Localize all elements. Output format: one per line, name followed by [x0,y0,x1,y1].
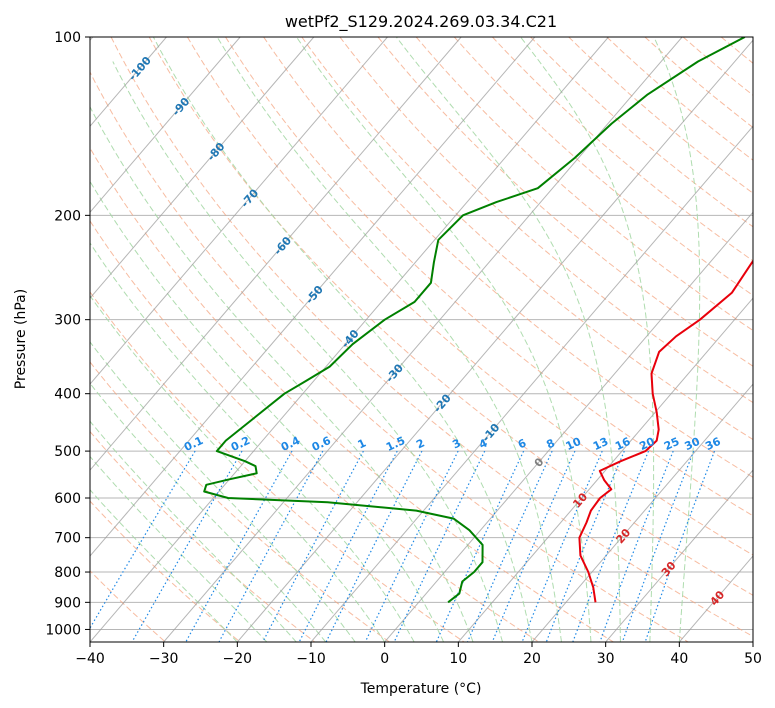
y-axis-label: Pressure (hPa) [13,289,29,389]
mixing-ratio-label: 36 [703,435,723,453]
dry-adiabat [110,37,753,638]
y-tick-label: 300 [54,313,81,329]
mixing-ratio-label: 25 [662,435,681,453]
y-tick-label: 800 [54,565,81,581]
temperature-line [578,259,753,603]
x-tick-label: −10 [296,651,326,667]
y-tick-label: 700 [54,531,81,547]
moist-adiabat [90,382,327,642]
dewpoint-line [203,37,746,604]
dry-adiabat [530,37,753,228]
isotherm-line [531,383,753,642]
mixing-ratio-line [545,450,625,642]
dry-adiabat [90,147,614,642]
dry-adiabat [90,71,689,642]
x-tick-label: −20 [223,651,253,667]
isotherm-line [90,37,536,557]
y-tick-label: 500 [54,444,81,460]
moist-adiabat [90,489,238,642]
dry-adiabat [606,37,753,161]
x-tick-label: 0 [380,651,389,667]
y-tick-label: 600 [54,491,81,507]
dry-adiabat [301,37,753,441]
mixing-ratio-line [131,450,243,642]
mixing-ratio-line [644,450,716,642]
mixing-ratio-line [491,450,576,642]
dry-adiabat [90,220,540,642]
x-tick-label: −30 [149,651,179,667]
mixing-ratio-line [364,450,459,642]
moist-adiabat [90,294,386,642]
mixing-ratio-line [185,450,293,642]
moist-adiabat [296,37,592,642]
isotherm-line [90,37,388,385]
isotherm-line [384,211,753,642]
plot-area [90,37,753,642]
moist-adiabat [152,37,533,642]
dry-adiabat [377,37,753,367]
isotherm-line [310,125,753,642]
mixing-ratio-line [218,450,324,642]
moist-adiabat [90,455,268,642]
isotherm-line [236,39,753,642]
moist-adiabat [653,37,701,642]
mixing-ratio-label: 13 [591,435,610,453]
dry-adiabat [263,37,753,478]
moist-adiabat [395,37,621,642]
x-axis: −40 −30 −20 −10 0 10 20 30 40 50 [75,642,762,667]
moist-adiabat [90,420,297,642]
dry-adiabat [186,37,753,556]
dry-adiabat [225,37,753,517]
mixing-ratio-line [393,450,486,642]
isotherm-line [605,469,753,642]
y-tick-label: 100 [54,30,81,46]
dry-adiabat [339,37,753,404]
mixing-ratio-label: 10 [564,435,584,453]
moist-adiabat [90,180,445,642]
moist-adiabat [90,341,356,642]
y-tick-label: 900 [54,595,81,611]
moist-adiabat [90,242,415,642]
mixing-ratio-label: 16 [613,435,633,453]
dry-adiabat [90,361,390,642]
y-axis: 100 200 300 400 500 600 700 800 900 1000 [45,30,90,638]
x-tick-label: 40 [670,651,688,667]
mixing-ratio-label: 20 [637,435,657,453]
plot-frame [89,36,754,643]
x-tick-label: 10 [449,651,467,667]
isotherm-line [90,37,462,471]
y-tick-label: 1000 [45,622,81,638]
x-tick-label: −40 [75,651,105,667]
mixing-ratio-line [90,450,196,630]
mixing-ratio-line [466,450,553,642]
isotherm-line [90,37,241,213]
moist-adiabat [112,61,503,642]
mixing-ratio-label: 30 [683,435,703,453]
dry-adiabat [415,37,753,332]
moist-adiabat [90,105,474,642]
mixing-ratio-line [435,450,525,642]
dry-adiabat [90,291,465,642]
isotherm-line [457,297,753,642]
dry-adiabat [90,500,241,642]
x-tick-label: 30 [597,651,615,667]
y-tick-label: 400 [54,387,81,403]
y-tick-label: 200 [54,208,81,224]
x-axis-label: Temperature (°C) [360,681,482,697]
mixing-ratio-line [262,450,364,642]
x-tick-label: 20 [523,651,541,667]
mixing-ratio-line [521,450,603,642]
dry-adiabat [148,37,753,596]
moist-adiabat [520,37,655,642]
moist-adiabat [216,37,562,642]
isotherm-line [90,37,315,299]
x-tick-label: 50 [744,651,762,667]
chart-title: wetPf2_S129.2024.269.03.34.C21 [285,12,557,32]
isotherm-line [90,37,609,642]
